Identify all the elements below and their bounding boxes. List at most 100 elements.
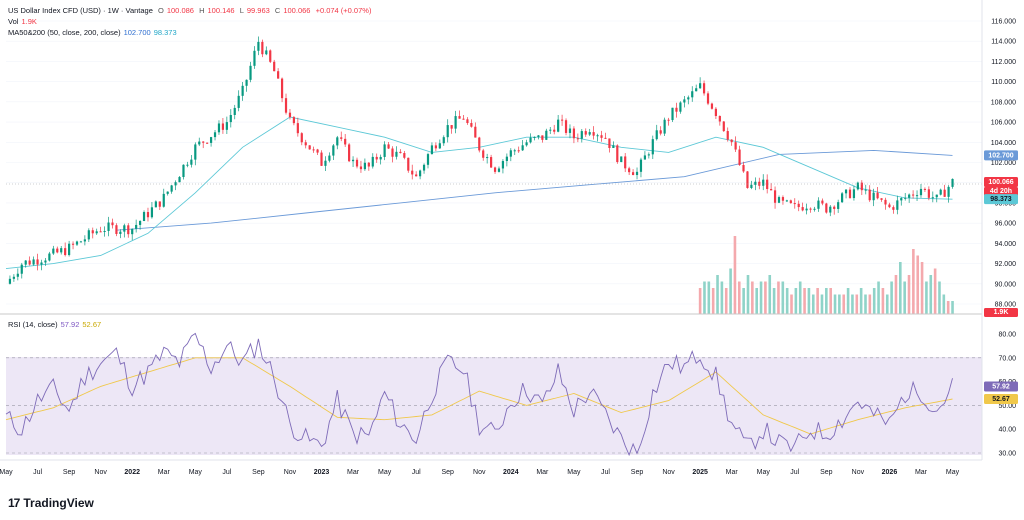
candle-body [154, 201, 157, 208]
candle-body [600, 135, 603, 138]
candle-body [52, 248, 55, 254]
volume-bar [707, 281, 711, 314]
candle-body [383, 144, 386, 157]
rsi-ma-line-group [5, 357, 953, 435]
rsi-ma-axis-label-bg [984, 394, 1018, 405]
volume-bar [811, 294, 815, 314]
time-tick: Jul [790, 469, 799, 476]
low-value: 99.963 [246, 6, 270, 15]
ma-label: MA50&200 (50, close, 200, close) [8, 28, 121, 37]
time-axis[interactable]: May Jul Sep Nov 2022 Mar May Jul Sep Nov 2023 Mar Ma… [0, 459, 982, 476]
candle-body [355, 159, 359, 167]
candle-body [44, 260, 47, 263]
volume-bar [916, 255, 920, 314]
candle-body [876, 192, 879, 199]
candle-body [675, 107, 678, 112]
candle-body [718, 115, 721, 122]
candle-body [284, 98, 288, 113]
symbol-header[interactable]: US Dollar Index CFD (USD) · 1W · Vantage… [8, 6, 374, 15]
candle-body [702, 83, 706, 94]
candle-body [620, 156, 623, 163]
time-tick: 2026 [882, 469, 898, 476]
rsi-axis-label-bg [984, 381, 1018, 392]
brand-name: TradingView [23, 496, 94, 510]
candle-body [860, 182, 863, 191]
rsi-header[interactable]: RSI (14, close) 57.92 52.67 [8, 320, 104, 329]
volume-header[interactable]: Vol 1.9K [8, 17, 40, 26]
volume-bar [933, 268, 937, 314]
candle-body [40, 262, 43, 265]
candle-body [308, 145, 311, 150]
candle-body [434, 145, 437, 149]
candle-body [813, 208, 816, 210]
candle-body [103, 230, 106, 232]
candle-body [474, 126, 477, 138]
ma-header[interactable]: MA50&200 (50, close, 200, close) 102.700 9… [8, 28, 180, 37]
candle-body [300, 133, 303, 143]
volume-bar [772, 288, 776, 314]
candle-body [517, 150, 520, 152]
candle-body [742, 165, 745, 172]
rsi-band [6, 357, 982, 455]
candle-body [560, 119, 564, 121]
price-tick: 116.000 [991, 19, 1016, 26]
candle-body [777, 197, 781, 203]
time-tick: May [567, 469, 581, 476]
candle-body [833, 206, 836, 209]
candle-body [750, 184, 753, 188]
volume-bar [716, 275, 719, 314]
candle-body [868, 189, 871, 201]
symbol-title[interactable]: US Dollar Index CFD (USD) · 1W · Vantage [8, 6, 153, 15]
volume-bar [785, 288, 789, 314]
candle-body [663, 119, 666, 134]
candle-body [489, 157, 493, 168]
candle-body [363, 162, 366, 170]
price-tick: 92.000 [995, 261, 1017, 268]
rsi-reference-lines [6, 357, 982, 454]
candle-body [269, 50, 272, 62]
candle-body [202, 141, 205, 143]
volume-bar [925, 281, 928, 314]
candle-body [927, 189, 930, 198]
time-tick: 2025 [692, 469, 708, 476]
close-label: C [274, 6, 281, 15]
countdown-label: 4d 20h [990, 188, 1012, 195]
candle-body [91, 230, 94, 234]
candle-body [801, 207, 804, 211]
candle-body [209, 137, 213, 143]
volume-bar [698, 288, 702, 314]
volume-bar [946, 301, 950, 314]
rsi-ma-line [5, 357, 953, 435]
ma200-axis-label: 102.700 [988, 152, 1013, 159]
candle-body [407, 157, 410, 171]
high-value: 100.146 [207, 6, 235, 15]
candle-body [521, 145, 524, 151]
rsi-tick: 80.00 [998, 332, 1016, 339]
candle-body [904, 197, 907, 199]
candle-body [146, 212, 150, 218]
volume-bar [759, 281, 763, 314]
candle-body [770, 189, 773, 191]
candle-body [367, 162, 370, 167]
volume-bar [929, 275, 933, 314]
candle-body [549, 129, 552, 131]
candle-body [864, 189, 867, 191]
volume-bar [768, 275, 772, 314]
ma50-axis-label: 98.373 [990, 196, 1012, 203]
volume-bar [790, 294, 793, 314]
price-tick: 104.000 [991, 140, 1016, 147]
candle-body [746, 171, 749, 188]
candle-body [206, 142, 209, 144]
candle-body [36, 259, 39, 265]
tradingview-logo[interactable]: 17 TradingView [8, 496, 94, 510]
volume-bar [855, 294, 859, 314]
candle-body [730, 139, 733, 143]
candle-body [399, 151, 402, 154]
candle-body [821, 200, 824, 204]
volume-bar [885, 294, 889, 314]
candle-body [825, 203, 828, 213]
volume-bar [825, 288, 828, 314]
candle-body [525, 142, 528, 146]
candle-body [79, 241, 83, 243]
